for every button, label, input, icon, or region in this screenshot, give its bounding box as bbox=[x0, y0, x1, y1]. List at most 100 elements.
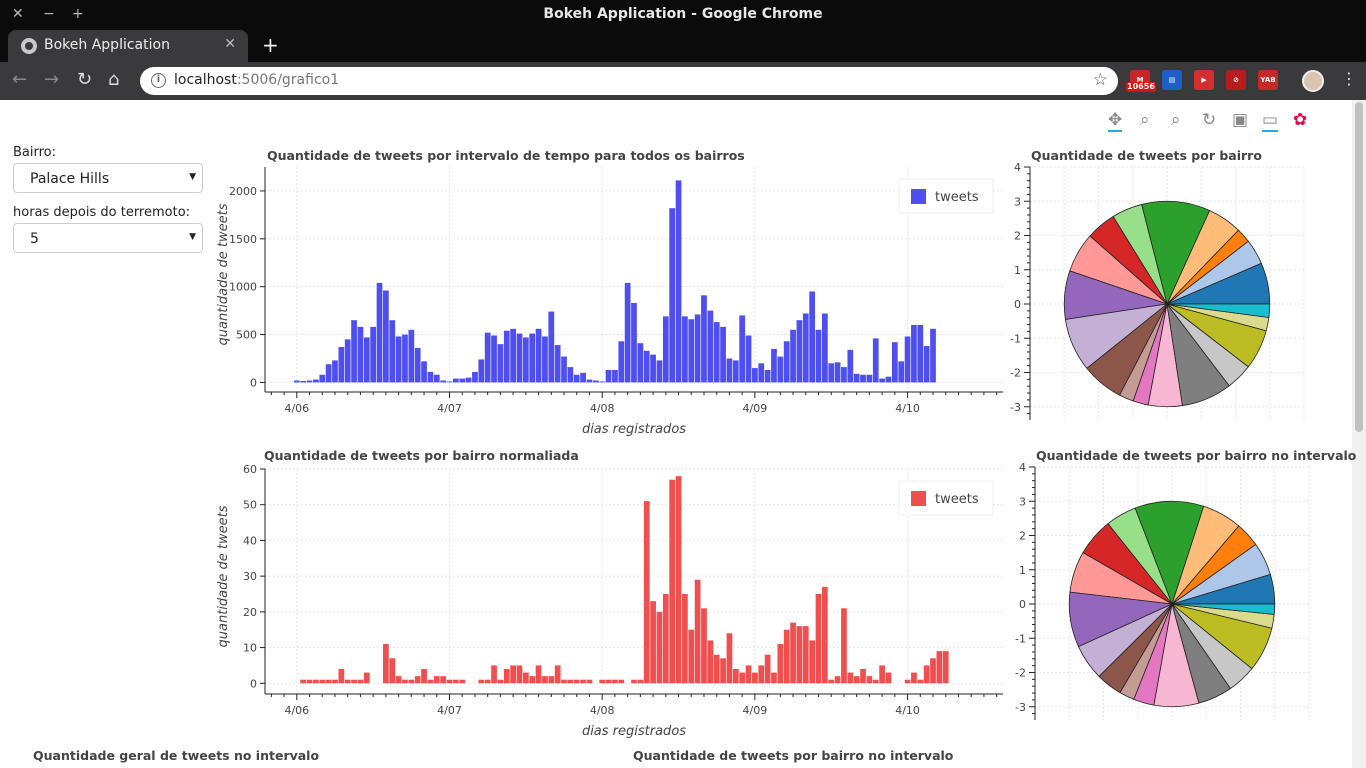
bar[interactable] bbox=[580, 372, 586, 383]
bar[interactable] bbox=[688, 319, 695, 383]
bar[interactable] bbox=[726, 633, 733, 684]
bar[interactable] bbox=[561, 356, 567, 383]
bar[interactable] bbox=[942, 651, 949, 684]
bar[interactable] bbox=[853, 676, 860, 684]
bar[interactable] bbox=[459, 679, 466, 684]
bar[interactable] bbox=[923, 346, 930, 383]
bar[interactable] bbox=[841, 367, 847, 383]
bar[interactable] bbox=[631, 679, 637, 684]
bar[interactable] bbox=[332, 679, 338, 684]
forward-button[interactable]: → bbox=[44, 69, 60, 90]
tab-close-icon[interactable]: ✕ bbox=[224, 36, 236, 52]
bar[interactable] bbox=[313, 379, 319, 383]
bar[interactable] bbox=[599, 679, 606, 684]
bar[interactable] bbox=[694, 579, 701, 684]
bar[interactable] bbox=[414, 347, 421, 383]
bar[interactable] bbox=[414, 676, 421, 684]
bar[interactable] bbox=[662, 316, 669, 383]
bar[interactable] bbox=[643, 501, 650, 684]
bar[interactable] bbox=[650, 601, 656, 684]
bar[interactable] bbox=[567, 679, 574, 684]
home-button[interactable]: ⌂ bbox=[108, 69, 120, 90]
bar[interactable] bbox=[306, 679, 313, 684]
bar[interactable] bbox=[383, 644, 389, 684]
bar[interactable] bbox=[885, 376, 892, 383]
bar[interactable] bbox=[497, 344, 504, 383]
bar[interactable] bbox=[777, 644, 784, 684]
bar[interactable] bbox=[376, 282, 383, 383]
bar[interactable] bbox=[783, 341, 790, 383]
site-info-icon[interactable]: i bbox=[151, 73, 166, 88]
bokeh-logo-icon[interactable]: ✿ bbox=[1293, 110, 1308, 130]
bar[interactable] bbox=[586, 379, 593, 383]
bar[interactable] bbox=[370, 326, 377, 383]
bar[interactable] bbox=[669, 479, 676, 684]
bar[interactable] bbox=[713, 322, 720, 383]
bar[interactable] bbox=[465, 377, 472, 383]
bar[interactable] bbox=[567, 367, 574, 383]
bar[interactable] bbox=[675, 476, 682, 684]
bar[interactable] bbox=[828, 679, 835, 684]
back-button[interactable]: ← bbox=[12, 69, 28, 90]
bar[interactable] bbox=[796, 320, 803, 383]
bar[interactable] bbox=[618, 341, 625, 383]
bar[interactable] bbox=[872, 338, 879, 383]
bar[interactable] bbox=[834, 362, 841, 383]
bar[interactable] bbox=[815, 329, 822, 383]
bar[interactable] bbox=[694, 314, 701, 383]
bairro-select[interactable]: Palace Hills ▼ bbox=[13, 163, 203, 193]
bar[interactable] bbox=[421, 361, 427, 383]
bar[interactable] bbox=[650, 354, 656, 383]
bar[interactable] bbox=[656, 611, 663, 684]
bar[interactable] bbox=[643, 350, 650, 383]
yab-extension-icon[interactable]: YAB bbox=[1258, 70, 1278, 90]
hover-tool-icon[interactable]: ▭ bbox=[1262, 110, 1279, 132]
bar[interactable] bbox=[790, 329, 796, 383]
bar[interactable] bbox=[408, 329, 415, 383]
bar[interactable] bbox=[612, 679, 618, 684]
bar[interactable] bbox=[758, 363, 765, 383]
video-extension-icon[interactable]: ▶ bbox=[1194, 70, 1214, 90]
bar[interactable] bbox=[732, 360, 739, 383]
bar[interactable] bbox=[440, 676, 447, 684]
bar[interactable] bbox=[930, 658, 936, 684]
pie-slice[interactable] bbox=[1171, 603, 1276, 615]
bar[interactable] bbox=[720, 326, 726, 383]
bar[interactable] bbox=[357, 679, 364, 684]
bar[interactable] bbox=[293, 380, 300, 383]
bar[interactable] bbox=[777, 356, 784, 383]
bar[interactable] bbox=[802, 626, 809, 684]
bar[interactable] bbox=[338, 669, 345, 684]
pie-slice[interactable] bbox=[1134, 500, 1205, 606]
bar[interactable] bbox=[510, 665, 516, 684]
bar[interactable] bbox=[783, 629, 790, 684]
wheel-zoom-tool-icon[interactable]: ⌕ bbox=[1171, 110, 1181, 130]
bar[interactable] bbox=[535, 665, 542, 684]
reset-tool-icon[interactable]: ↻ bbox=[1202, 110, 1217, 130]
bar[interactable] bbox=[771, 348, 777, 383]
maximize-window-icon[interactable]: + bbox=[72, 6, 84, 22]
bar[interactable] bbox=[319, 374, 326, 383]
close-window-icon[interactable]: ✕ bbox=[12, 6, 24, 22]
bar[interactable] bbox=[516, 333, 523, 383]
address-bar[interactable]: i localhost:5006/grafico1 ☆ bbox=[140, 67, 1118, 95]
bar[interactable] bbox=[866, 676, 873, 684]
bar[interactable] bbox=[325, 679, 332, 684]
profile-avatar[interactable] bbox=[1302, 70, 1324, 92]
bar[interactable] bbox=[624, 282, 631, 383]
horas-select[interactable]: 5 ▼ bbox=[13, 223, 203, 253]
bar[interactable] bbox=[542, 676, 548, 684]
bar[interactable] bbox=[809, 640, 816, 684]
bar[interactable] bbox=[548, 676, 555, 684]
bar[interactable] bbox=[612, 369, 618, 383]
gmail-extension-icon[interactable]: M 10656 bbox=[1126, 70, 1156, 92]
bar[interactable] bbox=[809, 291, 816, 383]
bar[interactable] bbox=[917, 324, 924, 383]
bar[interactable] bbox=[389, 320, 396, 383]
bar[interactable] bbox=[707, 640, 714, 684]
bar[interactable] bbox=[395, 676, 402, 684]
bar[interactable] bbox=[828, 363, 835, 383]
bar[interactable] bbox=[917, 679, 924, 684]
bar[interactable] bbox=[402, 679, 408, 684]
bar[interactable] bbox=[790, 622, 796, 684]
